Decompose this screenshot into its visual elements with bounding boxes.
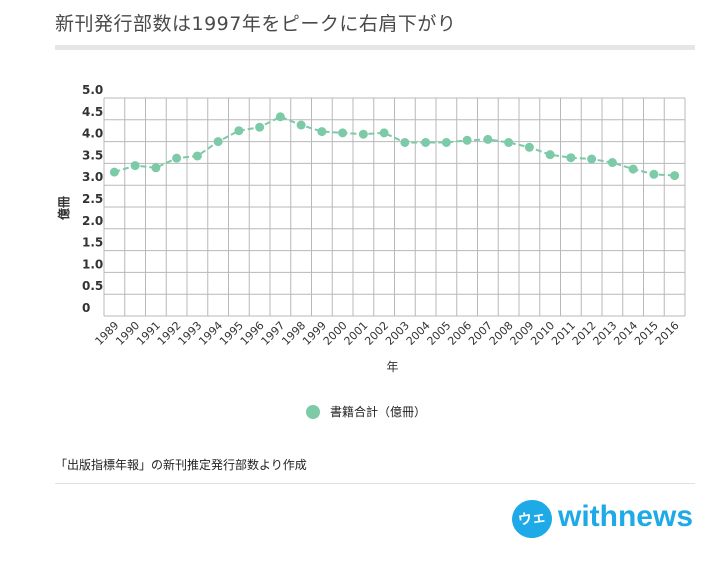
y-tick-label: 0.5	[82, 279, 103, 293]
data-point	[421, 137, 431, 147]
y-tick-label: 0	[82, 301, 90, 315]
data-point	[587, 154, 597, 164]
y-tick-label: 4.5	[82, 105, 103, 119]
y-axis-label: 億冊	[56, 196, 71, 220]
logo-badge-icon: ウェブ	[509, 497, 555, 566]
data-point	[504, 137, 514, 147]
source-note: 「出版指標年報」の新刊推定発行部数より作成	[55, 458, 307, 472]
y-tick-label: 3.5	[82, 148, 103, 162]
data-point	[649, 169, 659, 179]
data-point	[524, 142, 534, 152]
title-divider	[55, 45, 695, 50]
data-point	[545, 150, 555, 160]
y-tick-label: 3.0	[82, 170, 103, 184]
legend-marker	[306, 405, 320, 419]
data-point	[234, 126, 244, 136]
x-axis-label: 年	[386, 360, 398, 374]
y-tick-label: 2.0	[82, 214, 103, 228]
data-point	[566, 153, 576, 163]
data-point	[670, 171, 680, 181]
data-point	[192, 151, 202, 161]
data-point	[628, 164, 638, 174]
data-point	[296, 120, 306, 130]
y-tick-label: 5.0	[82, 83, 103, 97]
y-tick-label: 1.0	[82, 257, 103, 271]
data-point	[255, 122, 265, 132]
data-point	[607, 158, 617, 168]
data-point	[441, 137, 451, 147]
x-tick-label: 2016	[653, 319, 682, 348]
y-tick-label: 2.5	[82, 192, 103, 206]
logo-text: withnews	[558, 500, 694, 533]
data-point	[400, 137, 410, 147]
chart-title: 新刊発行部数は1997年をピークに右肩下がり	[55, 13, 457, 35]
line-chart: 00.51.01.52.02.53.03.54.04.55.0億冊1989199…	[56, 83, 686, 419]
y-tick-label: 1.5	[82, 236, 103, 250]
data-point	[275, 112, 285, 122]
data-point	[172, 153, 182, 163]
data-point	[358, 129, 368, 139]
withnews-logo[interactable]: ウェブ withnews	[509, 497, 702, 566]
series-line	[114, 115, 675, 177]
y-tick-label: 4.0	[82, 127, 103, 141]
data-point	[379, 128, 389, 138]
data-point	[483, 134, 493, 144]
data-point	[338, 128, 348, 138]
data-point	[317, 127, 327, 137]
data-point	[151, 163, 161, 173]
data-point	[109, 167, 119, 177]
data-point	[130, 161, 140, 171]
data-point	[462, 135, 472, 145]
legend-label: 書籍合計（億冊）	[330, 404, 426, 419]
data-point	[213, 137, 223, 147]
source-divider	[55, 483, 695, 484]
